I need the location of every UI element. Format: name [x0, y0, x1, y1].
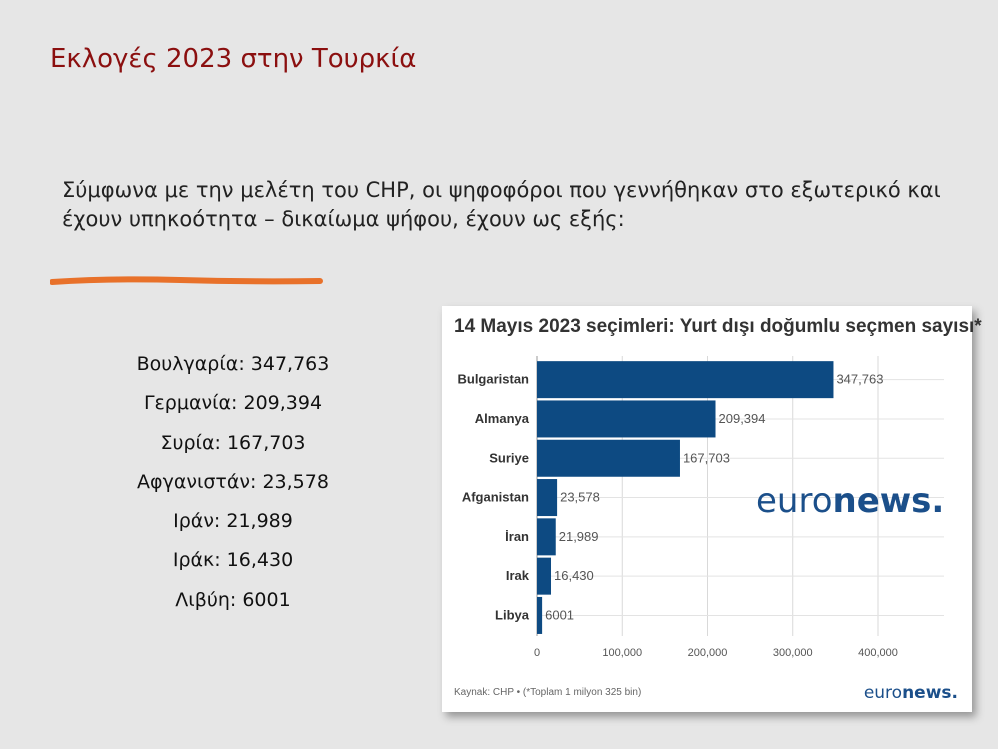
x-tick-label: 100,000 [602, 647, 642, 659]
value-label: 6001 [545, 607, 574, 622]
value-label: 21,989 [559, 529, 599, 544]
category-label: Suriye [489, 450, 529, 465]
category-label: İran [505, 529, 529, 544]
value-label: 347,763 [836, 372, 883, 387]
category-label: Irak [506, 568, 530, 583]
list-item: Συρία: 167,703 [160, 431, 306, 454]
value-label: 209,394 [719, 411, 766, 426]
bar [537, 557, 552, 595]
list-item: Αφγανιστάν: 23,578 [137, 470, 329, 493]
category-label: Libya [495, 607, 530, 622]
list-item: Λιβύη: 6001 [175, 588, 291, 611]
euronews-watermark-logo: euronews. [756, 481, 944, 521]
orange-brush-stroke [50, 276, 323, 285]
category-label: Bulgaristan [457, 372, 529, 387]
list-item: Ιράκ: 16,430 [172, 549, 294, 572]
value-label: 167,703 [683, 450, 730, 465]
x-tick-label: 400,000 [858, 647, 898, 659]
bar [537, 361, 834, 399]
list-item: Βουλγαρία: 347,763 [136, 353, 330, 375]
bar [537, 400, 716, 438]
category-label: Almanya [475, 411, 530, 426]
bar-chart: 0 100,000 200,000 300,000 400,000 Bulgaristan… [457, 356, 958, 703]
intro-text: Σύμφωνα με την μελέτη του CHP, οι ψηφοφό… [62, 178, 941, 231]
euronews-footer-logo: euronews. [864, 683, 958, 703]
value-label: 23,578 [560, 490, 600, 505]
value-label: 16,430 [554, 568, 594, 583]
list-item: Ιράν: 21,989 [173, 510, 293, 533]
bar [537, 479, 558, 517]
bar [537, 596, 543, 634]
bar [537, 518, 556, 556]
x-tick-label: 200,000 [688, 647, 728, 659]
x-tick-label: 0 [534, 647, 540, 659]
bar [537, 439, 680, 477]
chart-source: Kaynak: CHP • (*Toplam 1 milyon 325 bin) [454, 687, 642, 698]
chart-title: 14 Mayıs 2023 seçimleri: Yurt dışı doğum… [454, 316, 982, 337]
chart-card: 14 Mayıs 2023 seçimleri: Yurt dışı doğum… [442, 306, 982, 712]
x-tick-label: 300,000 [773, 647, 813, 659]
slide-title: Εκλογές 2023 στην Τουρκία [50, 44, 417, 74]
category-label: Afganistan [462, 490, 529, 505]
country-voter-list: Βουλγαρία: 347,763 Γερμανία: 209,394 Συρ… [108, 352, 358, 627]
list-item: Γερμανία: 209,394 [143, 392, 323, 415]
